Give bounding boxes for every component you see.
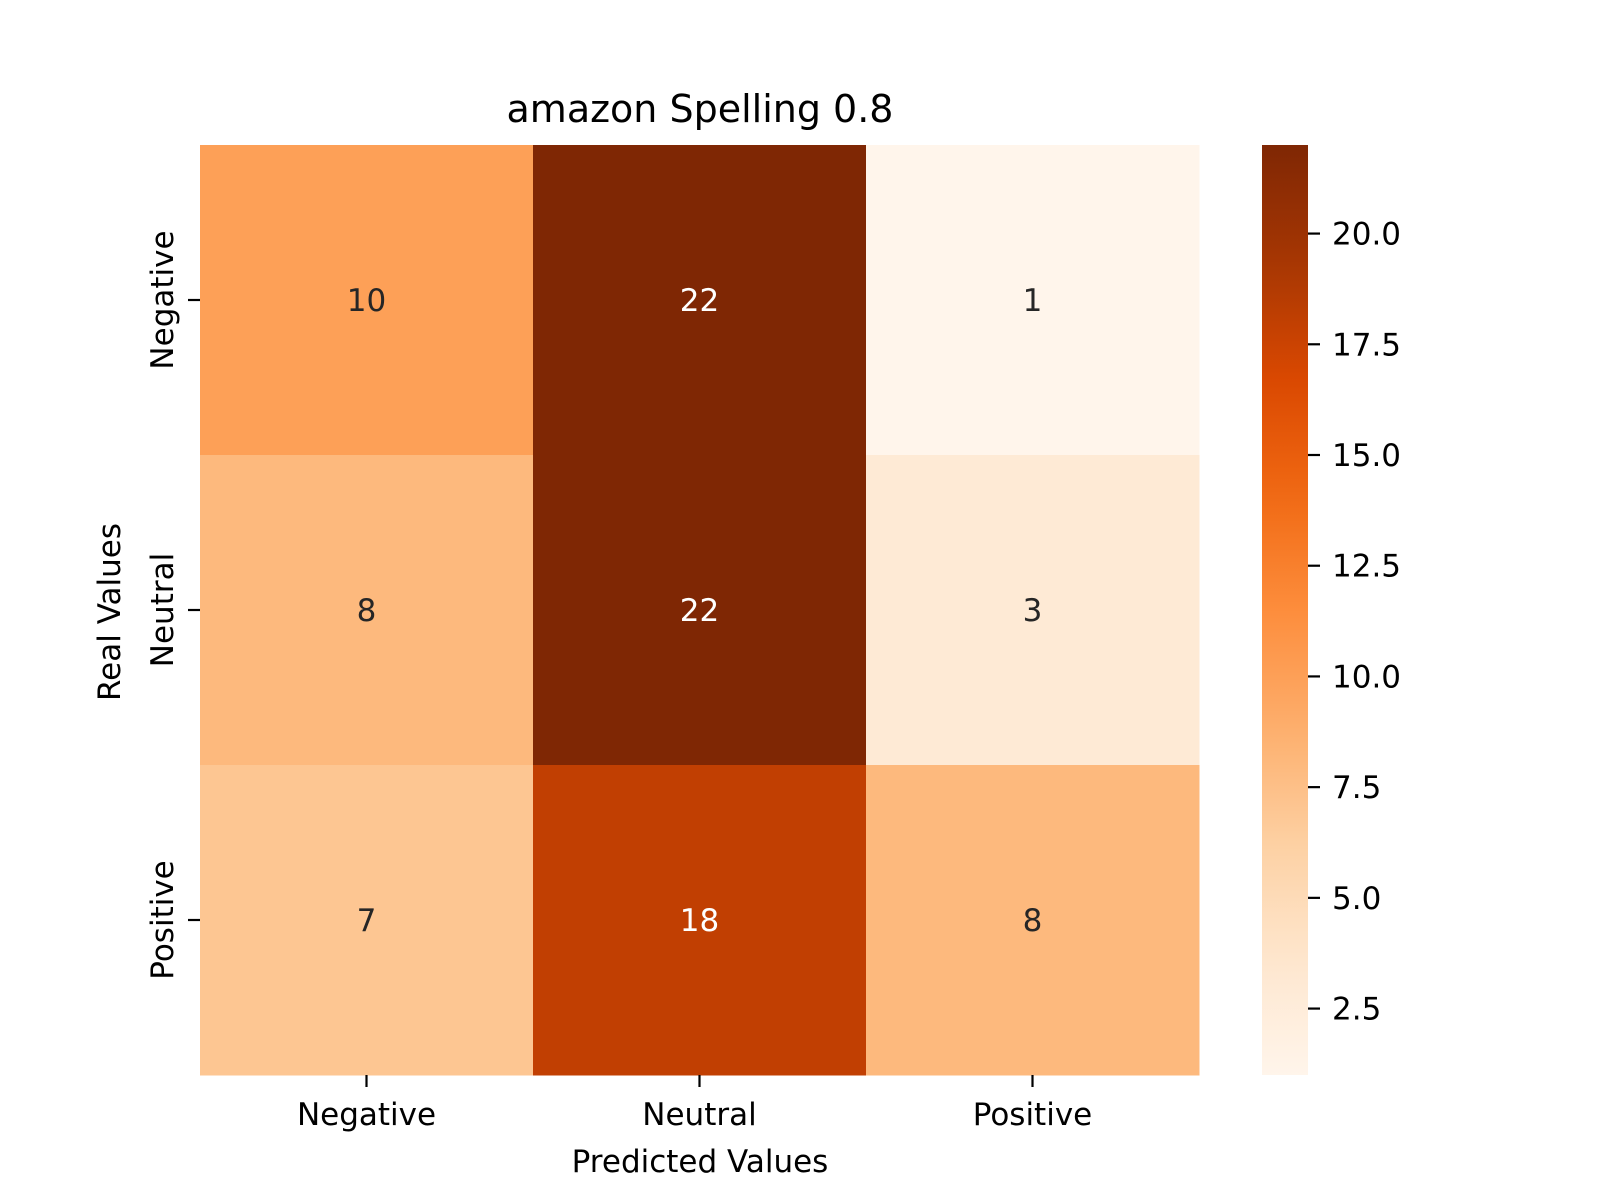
y-tick-label: Negative <box>145 230 181 369</box>
colorbar-tick-label: 5.0 <box>1332 881 1381 917</box>
heatmap-cell <box>533 455 867 766</box>
x-tick-label: Negative <box>297 1097 436 1133</box>
x-axis: Negative Neutral Positive <box>297 1075 1092 1133</box>
cell-value-label: 3 <box>1023 593 1043 629</box>
y-axis: Negative Neutral Positive <box>145 230 200 980</box>
x-axis-label: Predicted Values <box>572 1144 829 1180</box>
heatmap-cells: 10 22 18 22 37 18 8 <box>200 145 1200 1076</box>
cell-value-label: 7 <box>357 903 377 939</box>
colorbar <box>1262 145 1308 1075</box>
y-tick-label: Neutral <box>145 553 181 667</box>
cell-value-label: 8 <box>1023 903 1043 939</box>
heatmap-cell <box>533 765 867 1076</box>
colorbar-tick-label: 7.5 <box>1332 770 1381 806</box>
colorbar-axis: 2.5 5.0 7.5 10.0 12.5 15.0 17.5 20.0 <box>1308 217 1401 1028</box>
heatmap-cell <box>200 145 534 456</box>
colorbar-tick-label: 2.5 <box>1332 992 1381 1028</box>
cell-value-label: 18 <box>680 903 719 939</box>
cell-value-label: 22 <box>680 283 719 319</box>
colorbar-tick-label: 12.5 <box>1332 549 1401 585</box>
heatmap-cell <box>866 455 1200 766</box>
colorbar-tick-label: 20.0 <box>1332 217 1401 253</box>
colorbar-tick-label: 17.5 <box>1332 327 1401 363</box>
cell-value-label: 1 <box>1023 283 1043 319</box>
heatmap-cell <box>866 145 1200 456</box>
x-tick-label: Neutral <box>642 1097 756 1133</box>
cell-value-label: 22 <box>680 593 719 629</box>
heatmap-cell <box>533 145 867 456</box>
cell-value-label: 8 <box>357 593 377 629</box>
y-axis-label: Real Values <box>92 523 128 701</box>
y-tick-label: Positive <box>145 860 181 980</box>
cell-value-label: 10 <box>347 283 386 319</box>
x-tick-label: Positive <box>973 1097 1093 1133</box>
colorbar-tick-label: 15.0 <box>1332 438 1401 474</box>
heatmap-cell <box>200 765 534 1076</box>
heatmap-cell <box>866 765 1200 1076</box>
chart-title: amazon Spelling 0.8 <box>507 87 894 131</box>
colorbar-tick-label: 10.0 <box>1332 659 1401 695</box>
heatmap-cell <box>200 455 534 766</box>
